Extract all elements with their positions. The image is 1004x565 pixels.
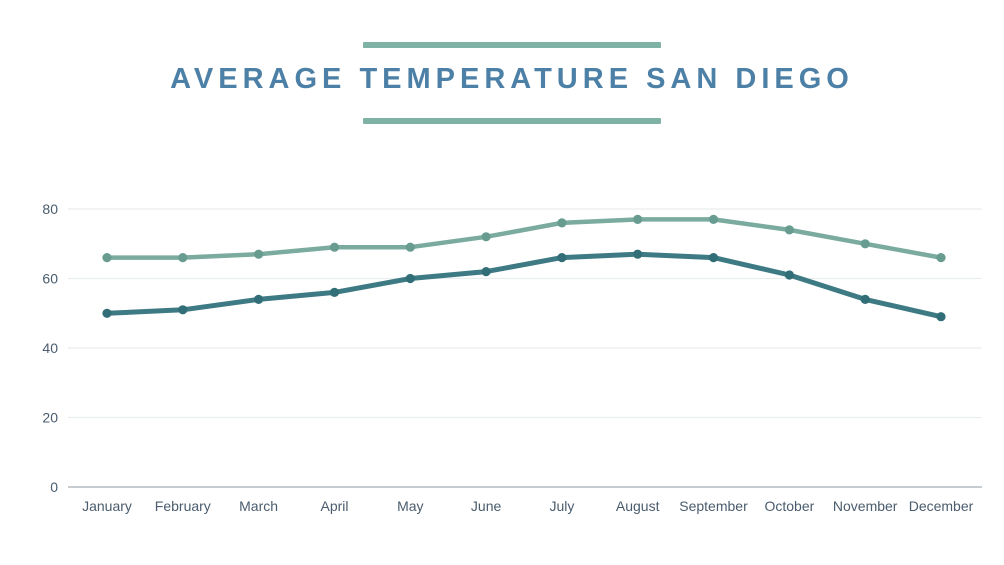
x-tick-label: June <box>471 498 502 514</box>
data-point-high <box>557 218 567 228</box>
x-tick-label: February <box>155 498 211 514</box>
data-point-high <box>481 232 491 242</box>
data-point-high <box>178 253 188 263</box>
data-point-high <box>784 225 795 235</box>
x-tick-label: March <box>239 498 278 514</box>
data-point-high <box>860 239 870 249</box>
data-point-high <box>708 214 719 224</box>
data-point-high <box>936 253 946 263</box>
y-tick-label: 0 <box>50 479 58 495</box>
data-point-high <box>254 249 264 259</box>
y-tick-label: 20 <box>42 410 58 426</box>
x-tick-label: November <box>833 498 898 514</box>
data-point-high <box>405 242 415 252</box>
data-point-low <box>405 273 415 284</box>
data-point-low <box>178 305 188 315</box>
y-tick-label: 60 <box>42 271 58 287</box>
y-tick-label: 80 <box>42 201 58 217</box>
page-title: AVERAGE TEMPERATURE SAN DIEGO <box>170 63 854 95</box>
x-tick-label: December <box>909 498 974 514</box>
x-tick-label: April <box>320 498 348 514</box>
title-accent-bar-bottom <box>363 118 661 124</box>
data-point-high <box>329 242 340 252</box>
data-point-low <box>784 270 795 280</box>
x-tick-label: August <box>616 498 660 514</box>
data-point-low <box>860 294 870 304</box>
x-tick-label: July <box>549 498 574 514</box>
data-point-low <box>708 253 719 263</box>
data-point-low <box>936 312 946 322</box>
data-point-low <box>557 253 567 263</box>
chart-header: AVERAGE TEMPERATURE SAN DIEGO <box>12 0 1004 124</box>
data-point-low <box>329 287 340 297</box>
series-line-high <box>104 217 944 260</box>
x-tick-label: January <box>82 498 132 514</box>
y-tick-label: 40 <box>42 340 58 356</box>
data-point-low <box>254 294 264 304</box>
x-tick-label: May <box>397 498 423 514</box>
data-point-high <box>633 214 643 224</box>
x-tick-label: September <box>679 498 748 514</box>
data-point-high <box>102 253 112 263</box>
data-point-low <box>102 308 112 318</box>
title-accent-bar-top <box>363 42 661 48</box>
series-line-low <box>104 251 944 320</box>
x-tick-label: October <box>764 498 814 514</box>
data-point-low <box>481 267 491 277</box>
data-point-low <box>633 249 643 259</box>
